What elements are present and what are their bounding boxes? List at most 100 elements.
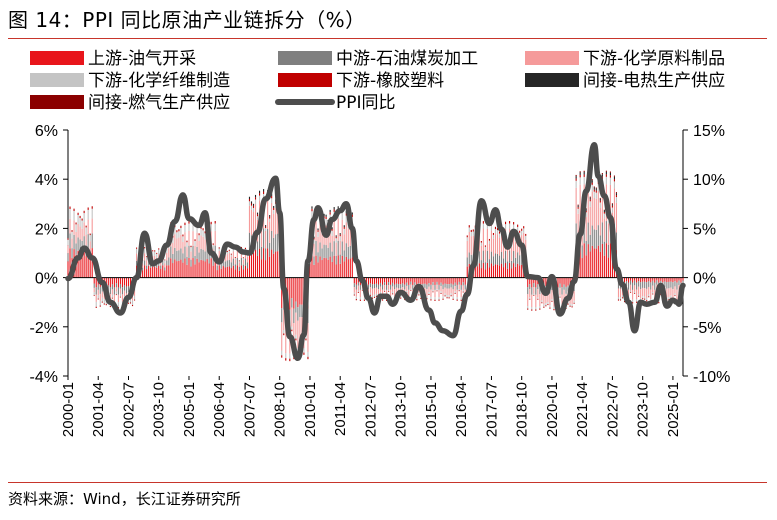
bar-downstream_chem_fiber-2011-12: [355, 296, 357, 300]
bar-downstream_chem_fiber-2019-01: [527, 306, 529, 309]
bar-midstream_petroleum_coal-2012-07: [369, 283, 372, 288]
bar-upstream_oil_gas-2000-12: [89, 259, 91, 278]
bar-midstream_petroleum_coal-2010-05: [317, 252, 319, 263]
bar-downstream_rubber_plastic-2005-09: [204, 231, 206, 234]
bar-upstream_oil_gas-2019-04: [533, 277, 535, 284]
bar-downstream_chem_fiber-2019-12: [549, 305, 551, 308]
bar-downstream_chem_materials-2011-05: [341, 219, 343, 242]
bar-upstream_oil_gas-2006-03: [216, 270, 218, 278]
bar-downstream_chem_fiber-2000-10: [85, 227, 87, 235]
bar-midstream_petroleum_coal-2002-07: [127, 285, 130, 293]
bar-downstream_chem_fiber-2013-06: [392, 291, 394, 294]
bar-downstream_chem_materials-2010-04: [315, 219, 317, 241]
bar-midstream_petroleum_coal-2012-10: [375, 283, 378, 288]
bar-downstream_chem_materials-2023-12: [646, 288, 648, 298]
bar-midstream_petroleum_coal-2001-03: [95, 287, 97, 295]
bar-upstream_oil_gas-2009-03: [289, 277, 291, 310]
bar-downstream_chem_fiber-2000-08: [81, 220, 83, 229]
bar-downstream_rubber_plastic-2009-03: [289, 358, 291, 362]
bar-downstream_rubber_plastic-2000-04: [73, 208, 75, 212]
bar-downstream_rubber_plastic-2023-08: [638, 295, 640, 297]
bar-midstream_petroleum_coal-2008-04: [267, 228, 269, 249]
chart-title: 图 14：PPI 同比原油产业链拆分（%）: [8, 8, 366, 32]
bar-downstream_chem_fiber-2014-11: [426, 295, 428, 299]
bar-midstream_petroleum_coal-2010-08: [323, 244, 325, 258]
bar-downstream_chem_fiber-2021-12: [597, 184, 599, 191]
bar-downstream_chem_materials-2017-12: [500, 231, 503, 252]
bar-midstream_petroleum_coal-2005-04: [194, 255, 196, 265]
bar-midstream_petroleum_coal-2001-05: [99, 286, 101, 294]
bar-midstream_petroleum_coal-2018-02: [505, 250, 507, 264]
bar-midstream_petroleum_coal-2006-01: [212, 258, 214, 266]
bar-downstream_chem_materials-2019-01: [527, 294, 529, 307]
bar-downstream_chem_materials-2015-02: [432, 285, 434, 290]
bar-downstream_chem_fiber-2007-09: [252, 207, 255, 213]
bar-upstream_oil_gas-2005-10: [206, 259, 208, 278]
bar-upstream_oil_gas-2021-03: [579, 243, 581, 278]
bar-downstream_chem_fiber-2008-07: [273, 209, 275, 214]
bar-midstream_petroleum_coal-2010-06: [319, 242, 321, 257]
bar-downstream_chem_fiber-2006-12: [234, 257, 236, 260]
bar-upstream_oil_gas-2008-06: [271, 249, 273, 278]
bar-downstream_rubber_plastic-2002-08: [129, 302, 132, 304]
bar-midstream_petroleum_coal-2004-03: [168, 257, 170, 266]
bar-upstream_oil_gas-2020-05: [559, 277, 561, 284]
bar-midstream_petroleum_coal-2006-10: [230, 262, 232, 269]
bar-midstream_petroleum_coal-2016-05: [462, 282, 464, 286]
bar-upstream_oil_gas-2007-12: [259, 248, 261, 278]
bar-downstream_chem_fiber-2006-09: [228, 250, 230, 254]
bar-midstream_petroleum_coal-2007-02: [238, 266, 240, 271]
bar-downstream_rubber_plastic-2014-01: [406, 292, 408, 294]
bar-midstream_petroleum_coal-2017-02: [480, 260, 482, 269]
bar-downstream_chem_fiber-2004-08: [178, 231, 180, 238]
bar-downstream_chem_materials-2002-10: [133, 290, 136, 296]
bar-downstream_chem_materials-2012-11: [377, 289, 380, 297]
bar-downstream_chem_materials-2014-11: [426, 289, 428, 296]
bar-downstream_chem_materials-2011-06: [343, 234, 345, 251]
left-tick-label: 4%: [35, 172, 58, 189]
bar-upstream_oil_gas-2019-03: [531, 277, 533, 288]
x-tick-label: 2008-10: [272, 382, 289, 437]
bar-midstream_petroleum_coal-2019-02: [529, 284, 531, 290]
bar-midstream_petroleum_coal-2017-06: [488, 259, 490, 268]
bar-upstream_oil_gas-2016-02: [456, 277, 458, 285]
bar-upstream_oil_gas-2003-07: [152, 266, 154, 278]
bar-midstream_petroleum_coal-2007-03: [240, 257, 242, 266]
bar-downstream_rubber_plastic-2008-06: [271, 195, 273, 199]
bar-midstream_petroleum_coal-2013-03: [386, 284, 388, 290]
bar-downstream_chem_materials-2009-12: [307, 323, 309, 352]
bar-downstream_chem_fiber-2005-04: [194, 240, 196, 246]
bar-downstream_rubber_plastic-2017-03: [482, 221, 484, 224]
bar-downstream_chem_fiber-2018-12: [525, 235, 527, 240]
bar-midstream_petroleum_coal-2018-08: [517, 252, 519, 264]
bar-indirect_heat_power-2022-07: [611, 204, 613, 206]
bar-downstream_rubber_plastic-2016-05: [462, 291, 464, 293]
bar-downstream_chem_fiber-2007-08: [250, 205, 253, 210]
bar-downstream_chem_fiber-2021-09: [591, 184, 593, 192]
bar-upstream_oil_gas-2019-09: [543, 277, 545, 287]
x-tick-label: 2003-10: [151, 382, 168, 437]
bar-upstream_oil_gas-2012-09: [373, 277, 376, 285]
bar-indirect_gas_supply-2021-02: [577, 204, 579, 206]
bar-indirect_heat_power-2007-12: [259, 190, 261, 194]
bar-downstream_chem_materials-2019-11: [547, 291, 549, 303]
bar-midstream_petroleum_coal-2002-02: [117, 287, 119, 295]
bar-midstream_petroleum_coal-2014-05: [414, 282, 416, 286]
bar-upstream_oil_gas-2013-11: [402, 277, 404, 284]
bar-downstream_chem_fiber-2021-06: [585, 212, 587, 218]
bar-upstream_oil_gas-2014-03: [410, 277, 412, 282]
bar-downstream_chem_fiber-2012-03: [361, 288, 363, 290]
bar-indirect_heat_power-2021-05: [583, 172, 585, 175]
bar-downstream_chem_fiber-2020-09: [567, 301, 569, 304]
bar-midstream_petroleum_coal-2021-01: [575, 223, 577, 245]
bar-upstream_oil_gas-2016-03: [458, 277, 460, 282]
bar-downstream_chem_materials-2019-02: [529, 289, 531, 298]
bar-upstream_oil_gas-2016-06: [464, 277, 466, 285]
bar-downstream_rubber_plastic-2015-04: [436, 290, 438, 292]
bar-downstream_chem_fiber-2023-06: [634, 291, 636, 294]
bar-upstream_oil_gas-2021-10: [593, 248, 595, 278]
bar-upstream_oil_gas-2006-07: [224, 267, 226, 278]
x-tick-label: 2020-01: [544, 382, 561, 437]
bar-midstream_petroleum_coal-2013-12: [404, 284, 406, 290]
bar-downstream_chem_materials-2004-06: [174, 234, 176, 248]
